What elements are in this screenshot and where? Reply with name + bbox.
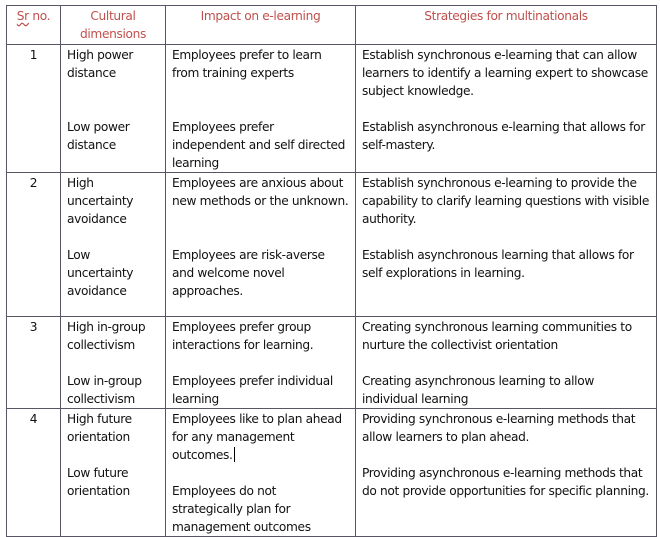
strategy-low: Establish asynchronous e-learning that a… [362,120,645,152]
table-row: 4 High future orientation Low future ori… [6,408,657,537]
impact-high-wrap: Employees like to plan ahead for any man… [172,410,349,464]
strategy-cell: Establish synchronous e-learning to prov… [355,172,657,317]
strategy-low: Establish asynchronous learning that all… [362,248,634,280]
impact-low: Employees are risk-averse and welcome no… [172,248,325,298]
impact-low: Employees prefer independent and self di… [172,120,346,170]
dimension-low: Low uncertainty avoidance [67,248,134,298]
impact-high: Employees are anxious about new methods … [172,176,349,208]
impact-cell: Employees prefer group interactions for … [165,316,356,409]
strategy-cell: Creating synchronous learning communitie… [355,316,657,409]
strategy-high: Establish synchronous e-learning to prov… [362,176,649,226]
header-cultural-dimensions: Cultural dimensions [60,5,166,45]
header-impact: Impact on e-learning [165,5,356,45]
strategy-low: Creating asynchronous learning to allow … [362,374,594,406]
dimension-high: High future orientation [67,412,132,444]
table-row: 2 High uncertainty avoidance Low uncerta… [6,172,657,317]
header-sr-prefix: Sr [16,9,29,23]
sr-cell: 3 [6,316,61,409]
table-row: 1 High power distance Low power distance… [6,44,657,173]
dimension-high: High uncertainty avoidance [67,176,134,226]
header-sr-no: Sr no. [6,5,61,45]
dimension-low: Low future orientation [67,466,130,498]
impact-low: Employees prefer individual learning [172,374,333,406]
strategy-high: Providing synchronous e-learning methods… [362,412,636,444]
dimension-cell: High in-group collectivism Low in-group … [60,316,166,409]
dimension-low: Low in-group collectivism [67,374,142,406]
header-sr-suffix: no. [28,9,51,23]
strategy-cell: Establish synchronous e-learning that ca… [355,44,657,173]
sr-cell: 1 [6,44,61,173]
strategy-high: Creating synchronous learning communitie… [362,320,632,352]
dimension-cell: High future orientation Low future orien… [60,408,166,537]
text-cursor [233,447,236,462]
sr-cell: 4 [6,408,61,537]
impact-high: Employees prefer group interactions for … [172,320,314,352]
impact-cell: Employees prefer to learn from training … [165,44,356,173]
impact-cell[interactable]: Employees like to plan ahead for any man… [165,408,356,537]
header-strategies: Strategies for multinationals [355,5,657,45]
dimension-low: Low power distance [67,120,130,152]
dimension-cell: High uncertainty avoidance Low uncertain… [60,172,166,317]
table-row: 3 High in-group collectivism Low in-grou… [6,316,657,409]
impact-high: Employees like to plan ahead for any man… [172,412,342,462]
strategy-high: Establish synchronous e-learning that ca… [362,48,648,98]
header-row: Sr no. Cultural dimensions Impact on e-l… [6,5,657,45]
dimension-high: High power distance [67,48,134,80]
impact-cell: Employees are anxious about new methods … [165,172,356,317]
impact-high: Employees prefer to learn from training … [172,48,322,80]
cultural-dimensions-table: Sr no. Cultural dimensions Impact on e-l… [6,5,657,537]
dimension-cell: High power distance Low power distance [60,44,166,173]
strategy-cell: Providing synchronous e-learning methods… [355,408,657,537]
sr-cell: 2 [6,172,61,317]
impact-low: Employees do not strategically plan for … [172,484,311,534]
strategy-low: Providing asynchronous e-learning method… [362,466,649,498]
dimension-high: High in-group collectivism [67,320,146,352]
